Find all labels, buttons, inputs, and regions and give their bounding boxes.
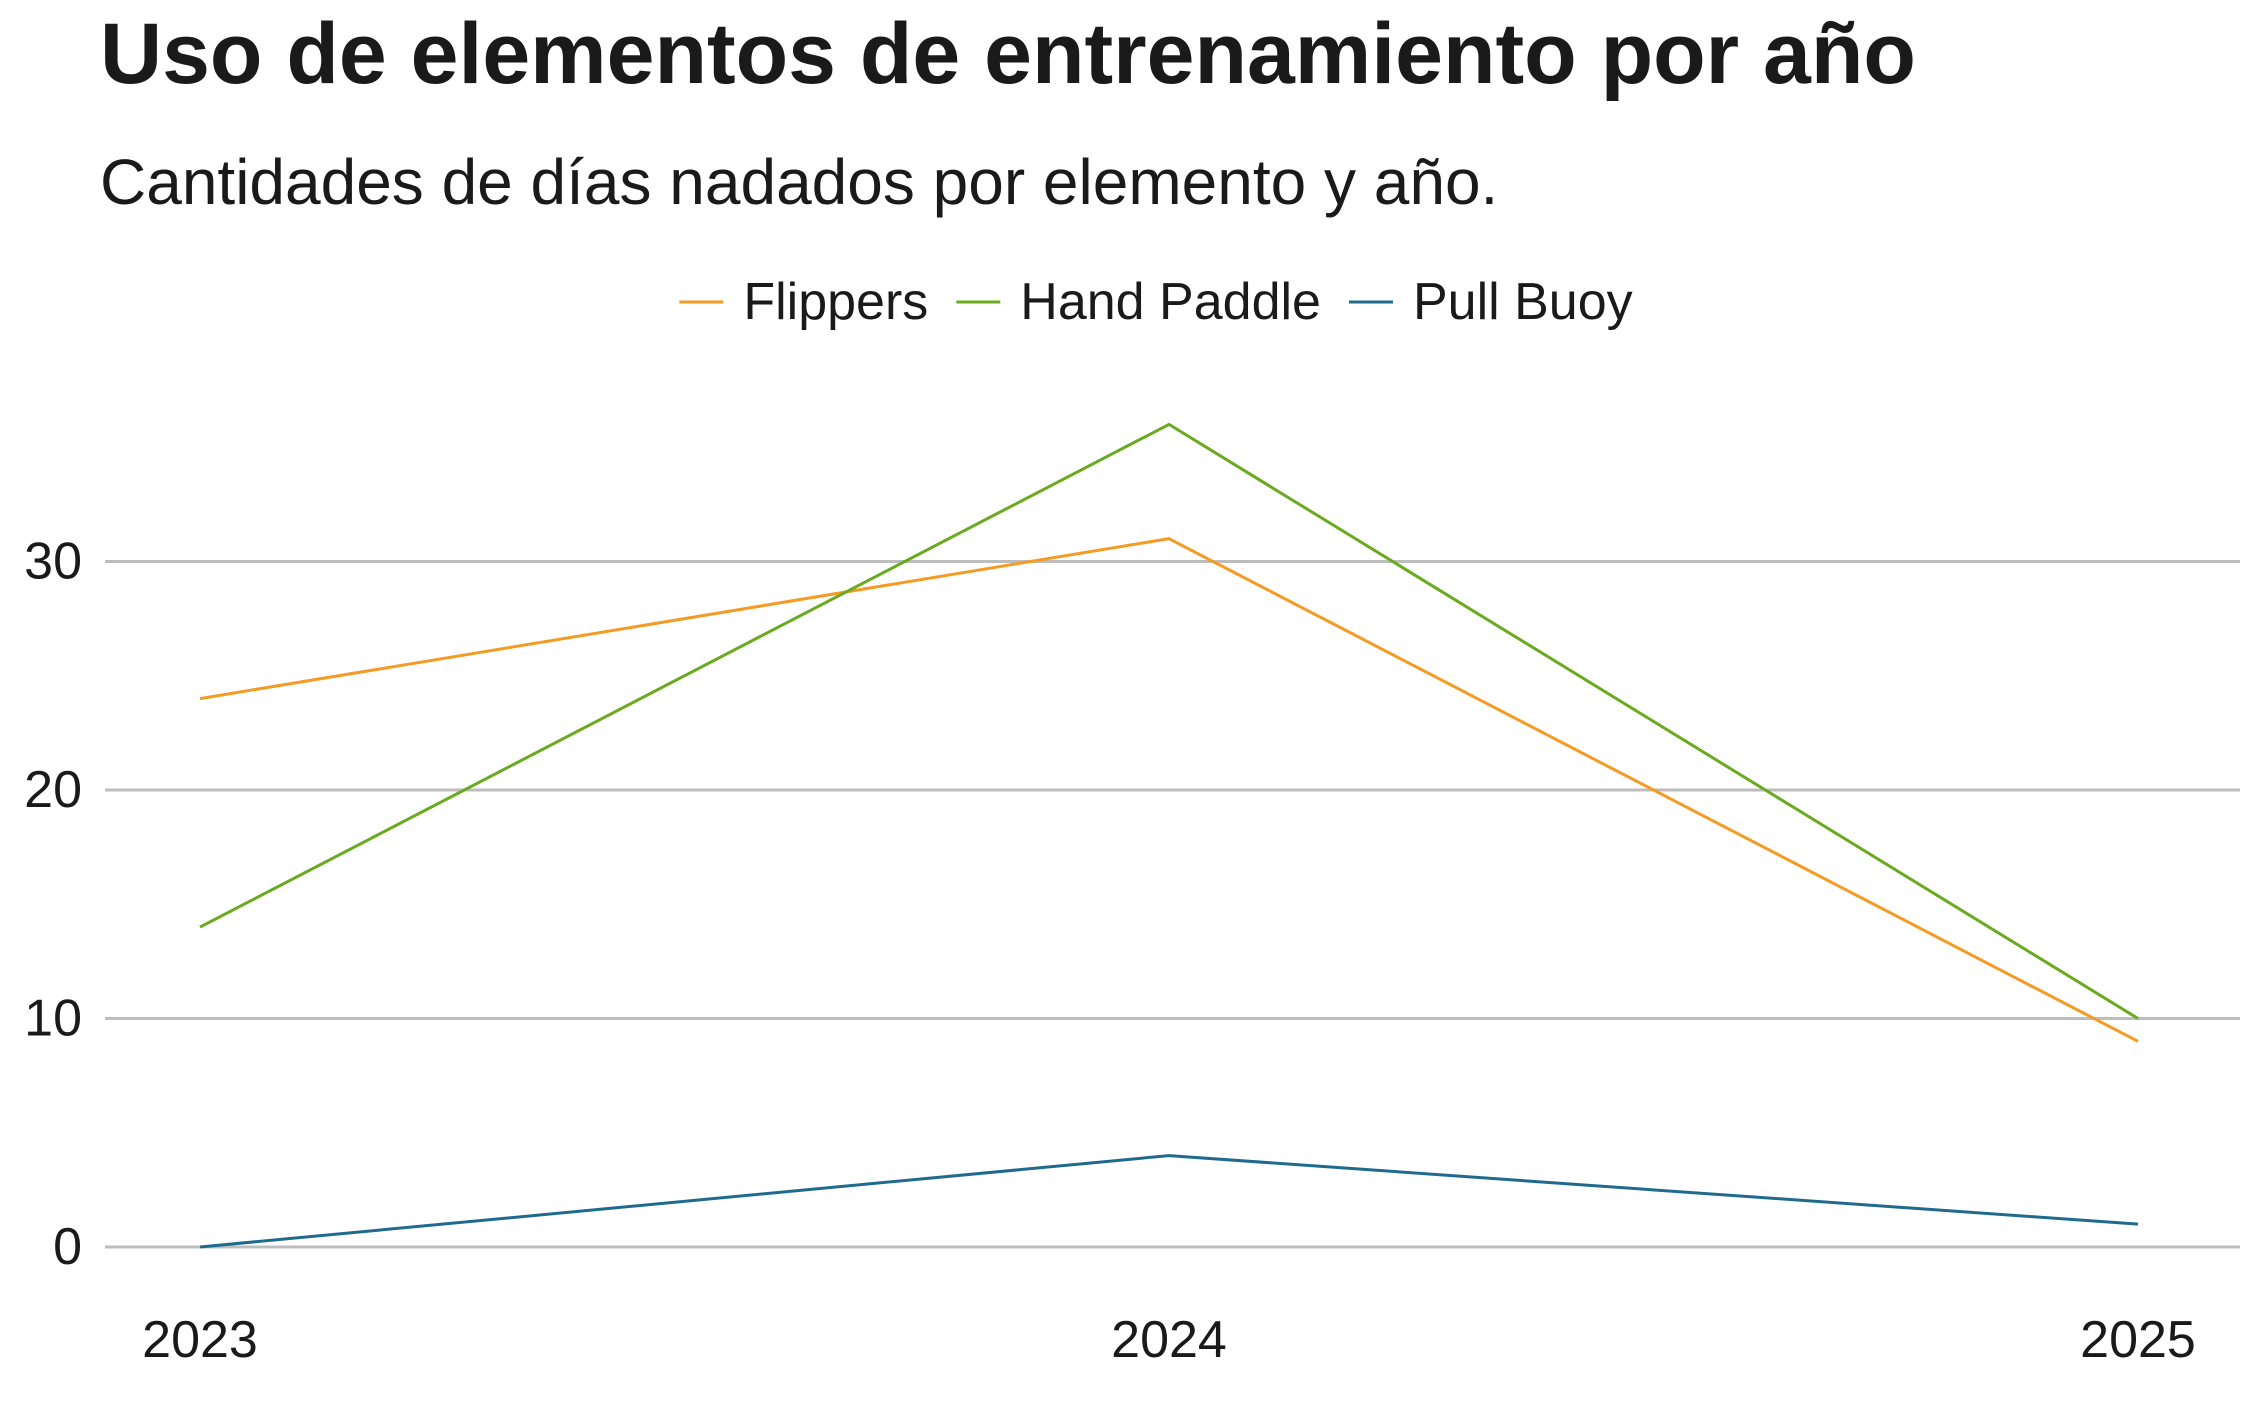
legend-label: Flippers <box>743 273 928 331</box>
series-flippers <box>199 537 2139 1043</box>
legend-item: Hand Paddle <box>956 273 1321 331</box>
y-axis: 0 10 20 30 <box>24 533 82 1277</box>
legend-item: Flippers <box>679 273 928 331</box>
x-tick-label: 2024 <box>1111 1311 1227 1369</box>
legend: Flippers Hand Paddle Pull Buoy <box>679 273 1633 331</box>
chart-title: Uso de elementos de entrenamiento por añ… <box>100 6 1916 102</box>
series-pull-buoy <box>199 1154 2139 1249</box>
y-tick-label: 0 <box>53 1218 82 1276</box>
chart-subtitle: Cantidades de días nadados por elemento … <box>100 146 1499 218</box>
legend-item: Pull Buoy <box>1348 273 1633 331</box>
y-tick-label: 20 <box>24 761 82 819</box>
series-lines <box>199 422 2139 1249</box>
x-tick-label: 2025 <box>2080 1311 2196 1369</box>
y-tick-label: 30 <box>24 533 82 591</box>
x-tick-label: 2023 <box>142 1311 258 1369</box>
series-line-hand-paddle <box>199 422 2139 1020</box>
x-axis: 2023 2024 2025 <box>142 1311 2196 1369</box>
legend-label: Hand Paddle <box>1020 273 1321 331</box>
series-line-flippers <box>199 537 2139 1043</box>
series-hand-paddle <box>199 422 2139 1020</box>
y-tick-label: 10 <box>24 990 82 1048</box>
legend-label: Pull Buoy <box>1413 273 1633 331</box>
series-line-pull-buoy <box>199 1154 2139 1249</box>
gridlines <box>105 560 2240 1249</box>
